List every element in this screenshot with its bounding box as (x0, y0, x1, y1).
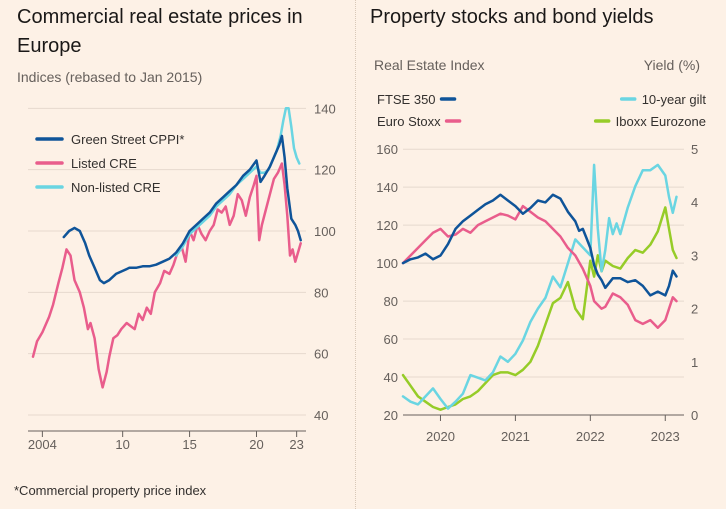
right-x-tick-label: 2021 (501, 429, 530, 444)
legend-label: Non-listed CRE (71, 180, 161, 195)
right-right-y-tick-label: 1 (691, 355, 698, 370)
left-y-tick-label: 120 (314, 163, 336, 178)
series-line-iboxx-eurozone (401, 206, 678, 411)
right-left-y-tick-label: 60 (384, 332, 398, 347)
right-left-y-tick-label: 160 (376, 142, 398, 157)
right-chart-title: Property stocks and bond yields (370, 6, 654, 28)
right-x-tick-label: 2022 (576, 429, 605, 444)
right-left-y-tick-label: 20 (384, 408, 398, 423)
legend-label: Green Street CPPI* (71, 132, 184, 147)
legend-label: Iboxx Eurozone (616, 114, 706, 129)
left-y-tick-label: 80 (314, 285, 328, 300)
series-line-ftse-350 (401, 193, 678, 297)
series-line-euro-stoxx (401, 204, 678, 329)
legend-label: 10-year gilt (642, 92, 707, 107)
left-y-tick-label: 140 (314, 101, 336, 116)
right-left-y-tick-label: 100 (376, 256, 398, 271)
right-left-y-tick-label: 40 (384, 370, 398, 385)
right-right-y-tick-label: 3 (691, 248, 698, 263)
left-y-tick-label: 100 (314, 224, 336, 239)
right-right-y-tick-label: 0 (691, 408, 698, 423)
right-right-y-tick-label: 4 (691, 195, 698, 210)
right-right-y-tick-label: 2 (691, 302, 698, 317)
right-chart-left-axis-label: Real Estate Index (374, 57, 485, 73)
right-chart-right-axis-label: Yield (%) (643, 57, 700, 73)
left-x-tick-label: 15 (182, 437, 196, 452)
legend-label: Euro Stoxx (377, 114, 441, 129)
footnote: *Commercial property price index (14, 483, 207, 498)
left-x-tick-label: 10 (115, 437, 129, 452)
left-chart-title: Commercial real estate prices in Europe (17, 6, 303, 57)
left-y-tick-label: 60 (314, 347, 328, 362)
right-left-y-tick-label: 80 (384, 294, 398, 309)
right-right-y-tick-label: 5 (691, 142, 698, 157)
right-left-y-tick-label: 140 (376, 180, 398, 195)
series-line-10-year-gilt (401, 163, 678, 410)
left-x-tick-label: 23 (289, 437, 303, 452)
panel-divider (355, 0, 357, 509)
left-chart-subtitle: Indices (rebased to Jan 2015) (17, 69, 203, 85)
right-x-tick-label: 2020 (426, 429, 455, 444)
legend-label: Listed CRE (71, 156, 137, 171)
right-x-tick-label: 2023 (651, 429, 680, 444)
left-x-tick-label: 2004 (28, 437, 57, 452)
legend-label: FTSE 350 (377, 92, 436, 107)
right-left-y-tick-label: 120 (376, 218, 398, 233)
left-y-tick-label: 40 (314, 408, 328, 423)
left-x-tick-label: 20 (249, 437, 263, 452)
series-line-green-street-cppi- (62, 134, 302, 285)
